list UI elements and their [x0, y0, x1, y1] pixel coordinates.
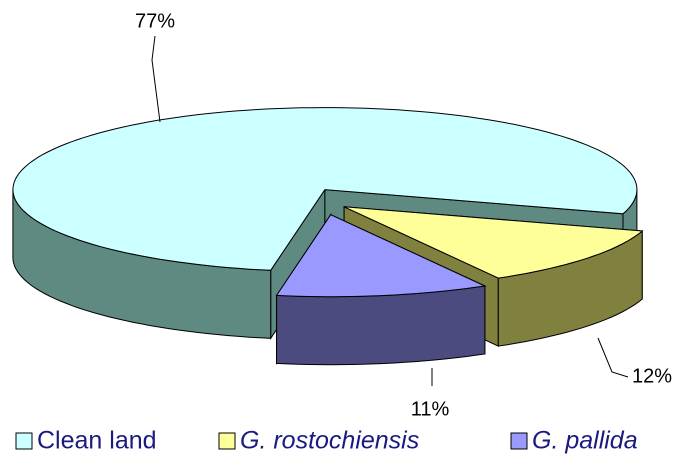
data-label: 11%	[411, 398, 450, 420]
leader-line	[597, 337, 629, 378]
slice	[275, 213, 487, 366]
legend-swatch	[510, 432, 528, 450]
legend-text: G. rostochiensis	[240, 427, 419, 455]
slice-wall	[276, 285, 486, 366]
slice-top	[343, 206, 644, 279]
legend-item: G. rostochiensis	[218, 427, 419, 455]
legend-item: G. pallida	[510, 427, 638, 455]
slice-top	[275, 214, 487, 298]
data-label: 77%	[135, 10, 175, 32]
leader-line	[151, 35, 161, 123]
data-label: 12%	[632, 365, 672, 387]
slice-top	[12, 107, 638, 271]
legend-swatch	[218, 432, 236, 450]
legend-text: Clean land	[37, 427, 157, 455]
legend-item: Clean land	[15, 427, 157, 455]
legend-swatch	[15, 432, 33, 450]
legend-text: G. pallida	[532, 427, 638, 455]
